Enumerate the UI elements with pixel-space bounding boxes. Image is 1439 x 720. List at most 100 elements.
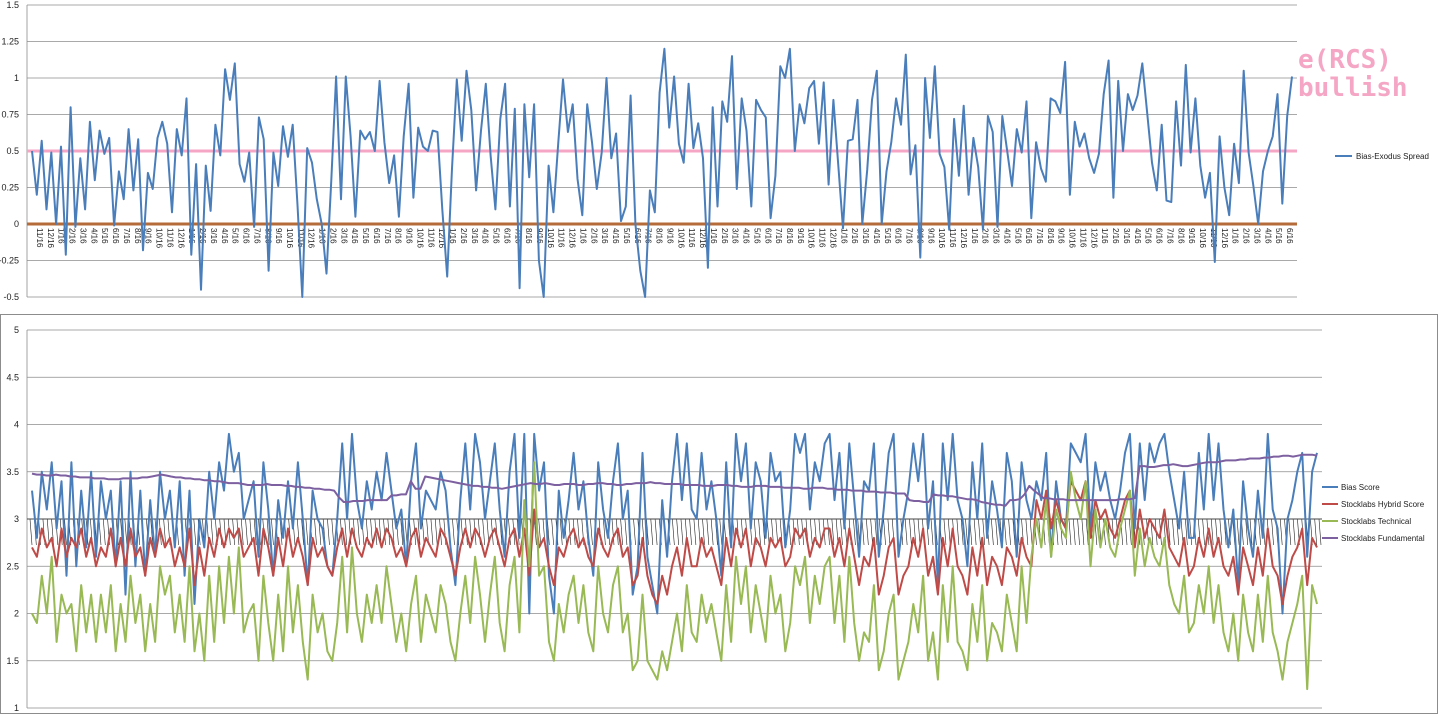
x-tick-mark-bottom: [719, 518, 723, 546]
x-tick-label-top: 4/16: [481, 228, 490, 244]
x-tick-label-top: 9/16: [274, 228, 283, 244]
x-tick-label-top: 12/16: [1220, 228, 1229, 249]
x-tick-label-top: 4/16: [611, 228, 620, 244]
x-tick-label-top: 1/16: [709, 228, 718, 244]
x-tick-mark-bottom: [434, 518, 438, 546]
x-tick-label-top: 7/16: [122, 228, 131, 244]
x-tick-label-top: 3/16: [992, 228, 1001, 244]
x-tick-mark-bottom: [124, 518, 128, 546]
x-tick-mark-bottom: [357, 518, 360, 546]
x-tick-label-top: 2/16: [328, 228, 337, 244]
x-tick-label-top: 6/16: [111, 228, 120, 244]
x-tick-mark-bottom: [551, 518, 554, 546]
x-tick-mark-bottom: [917, 518, 921, 546]
x-tick-label-top: 3/16: [209, 228, 218, 244]
x-tick-mark-bottom: [831, 518, 835, 546]
x-tick-mark-bottom: [1081, 518, 1085, 546]
x-tick-mark-bottom: [512, 518, 516, 546]
x-tick-label-top: 12/16: [1089, 228, 1098, 249]
y-tick-label-bottom: 1: [14, 703, 19, 713]
x-tick-mark-bottom: [430, 518, 434, 546]
x-tick-mark-bottom: [978, 518, 981, 546]
x-tick-mark-bottom: [370, 518, 373, 546]
x-tick-mark-bottom: [1271, 518, 1274, 546]
x-tick-label-top: 12/16: [828, 228, 837, 249]
x-tick-label-top: 8/16: [1046, 228, 1055, 244]
x-tick-label-top: 9/16: [665, 228, 674, 244]
x-tick-label-top: 6/16: [1155, 228, 1164, 244]
x-tick-mark-bottom: [775, 518, 779, 546]
x-tick-mark-bottom: [417, 518, 421, 546]
y-tick-label-bottom: 3: [14, 514, 19, 524]
x-tick-label-top: 5/16: [231, 228, 240, 244]
x-tick-mark-bottom: [534, 518, 537, 546]
x-tick-label-top: 6/16: [1285, 228, 1294, 244]
legend-label-bottom: Stocklabs Hybrid Score: [1341, 500, 1425, 509]
x-tick-mark-bottom: [680, 518, 684, 546]
x-tick-mark-bottom: [378, 518, 382, 546]
x-tick-label-top: 2/16: [720, 228, 729, 244]
x-tick-label-top: 2/16: [459, 228, 468, 244]
x-tick-mark-bottom: [1124, 518, 1128, 546]
x-tick-mark-bottom: [1236, 518, 1240, 546]
series-line-bias-score: [31, 432, 1318, 615]
x-tick-mark-bottom: [861, 518, 865, 546]
x-tick-label-top: 5/16: [361, 228, 370, 244]
x-tick-mark-bottom: [616, 518, 619, 546]
y-tick-label-top: -0.25: [0, 256, 19, 266]
x-tick-mark-bottom: [305, 518, 309, 546]
x-tick-label-top: 8/16: [655, 228, 664, 244]
x-tick-label-top: 11/16: [35, 228, 44, 248]
x-tick-mark-bottom: [766, 518, 770, 546]
x-tick-label-top: 8/16: [394, 228, 403, 244]
legend-label-bottom: Stocklabs Technical: [1341, 517, 1411, 526]
x-tick-mark-bottom: [870, 518, 873, 546]
legend-top: Bias-Exodus Spread: [1335, 152, 1429, 161]
x-tick-mark-bottom: [840, 518, 843, 546]
x-tick-label-top: 4/16: [1002, 228, 1011, 244]
x-tick-label-top: 7/16: [774, 228, 783, 244]
x-tick-mark-bottom: [163, 518, 166, 546]
x-tick-mark-bottom: [965, 518, 968, 546]
x-tick-mark-bottom: [228, 518, 231, 546]
x-tick-mark-bottom: [697, 518, 701, 546]
x-tick-mark-bottom: [1292, 518, 1296, 546]
x-tick-mark-bottom: [973, 518, 977, 546]
y-tick-label-top: 0: [14, 219, 19, 229]
x-tick-label-top: 5/16: [492, 228, 501, 244]
x-tick-mark-bottom: [29, 518, 33, 546]
x-tick-mark-bottom: [46, 518, 50, 546]
x-tick-label-top: 10/16: [415, 228, 424, 249]
x-tick-label-top: 9/16: [405, 228, 414, 244]
x-tick-mark-bottom: [314, 518, 317, 546]
x-tick-label-top: 8/16: [524, 228, 533, 244]
x-tick-label-top: 7/16: [1165, 228, 1174, 244]
x-tick-label-top: 10/16: [676, 228, 685, 249]
x-tick-mark-bottom: [991, 518, 994, 546]
x-tick-mark-bottom: [702, 518, 705, 546]
x-tick-mark-bottom: [1077, 518, 1080, 546]
x-tick-mark-bottom: [710, 518, 714, 546]
x-tick-label-top: 6/16: [242, 228, 251, 244]
series-line-stocklabs-technical: [31, 461, 1318, 691]
y-tick-label-bottom: 3.5: [6, 467, 19, 477]
x-tick-mark-bottom: [706, 518, 710, 546]
x-tick-label-top: 2/16: [981, 228, 990, 244]
x-tick-mark-bottom: [1245, 518, 1249, 546]
x-tick-label-top: 7/16: [905, 228, 914, 244]
x-tick-mark-bottom: [913, 518, 917, 546]
x-tick-mark-bottom: [1055, 518, 1059, 546]
x-tick-mark-bottom: [210, 518, 214, 546]
x-tick-mark-bottom: [98, 518, 102, 546]
x-tick-mark-bottom: [1249, 518, 1253, 546]
x-tick-mark-bottom: [624, 518, 628, 546]
x-tick-mark-bottom: [1068, 518, 1072, 546]
x-tick-mark-bottom: [331, 518, 335, 546]
x-tick-mark-bottom: [1008, 518, 1011, 546]
x-tick-label-top: 1/16: [839, 228, 848, 244]
x-tick-label-top: 10/16: [155, 228, 164, 249]
x-tick-label-top: 5/16: [883, 228, 892, 244]
x-tick-mark-bottom: [452, 518, 455, 546]
x-tick-mark-bottom: [400, 518, 404, 546]
